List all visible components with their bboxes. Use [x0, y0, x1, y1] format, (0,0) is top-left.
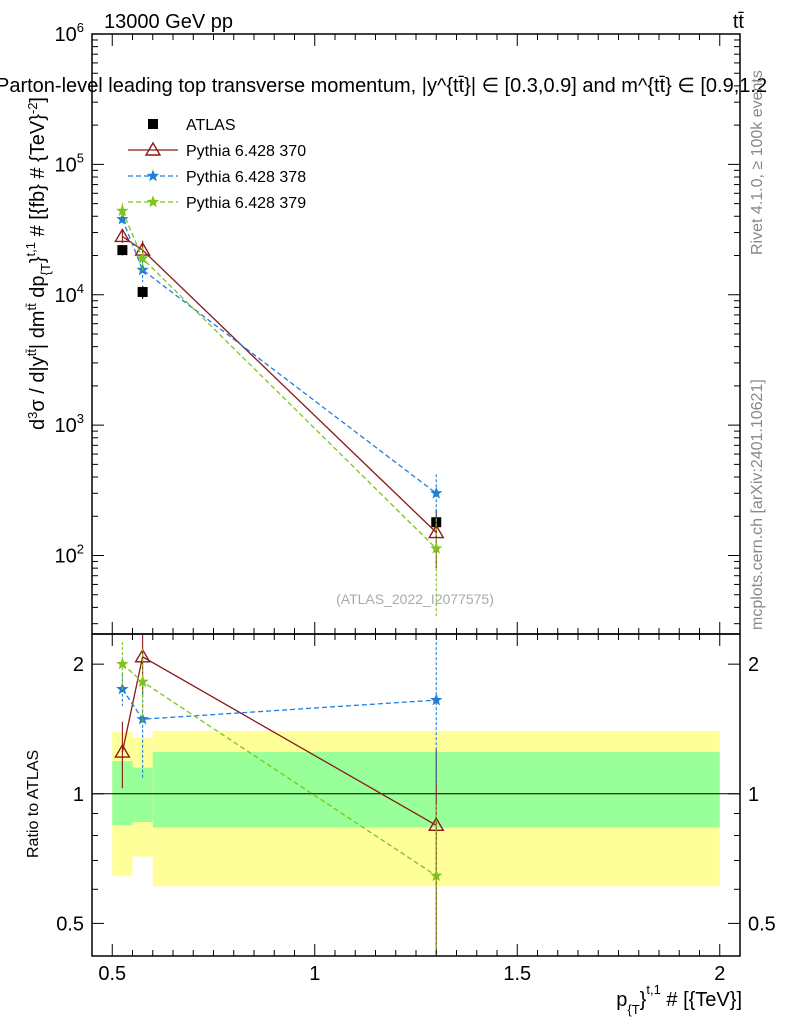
main-point-pythia-6-428-379	[430, 542, 443, 554]
legend-marker-atlas	[148, 119, 158, 129]
legend-label-pythia-6-428-379: Pythia 6.428 379	[186, 195, 306, 212]
ratio-series-layer	[114, 634, 445, 956]
main-y-tick-label: 106	[55, 20, 84, 46]
legend-marker-pythia-6-428-370	[144, 141, 162, 156]
ratio-point-pythia-6-428-379	[136, 675, 149, 688]
main-point-atlas	[137, 286, 148, 297]
ratio-y-axis-title: Ratio to ATLAS	[25, 750, 42, 858]
main-y-tick-label: 102	[55, 542, 84, 568]
x-tick-label: 1	[309, 963, 320, 985]
ratio-point-pythia-6-428-379	[430, 869, 443, 881]
ratio-y-tick-label: 0.5	[56, 913, 84, 935]
process-label: tt̄	[733, 11, 745, 33]
main-point-pythia-6-428-370	[114, 228, 131, 243]
ratio-y-tick-label-right: 1	[748, 784, 759, 806]
x-tick-label: 2	[714, 963, 725, 985]
x-tick-label: 1.5	[503, 963, 531, 985]
main-series-layer	[114, 203, 445, 619]
energy-label: 13000 GeV pp	[104, 11, 233, 33]
main-y-axis-title: d3σ / d|ytt̄| dmtt̄ dp{T}t,1 # [{fb} # {…	[23, 97, 53, 430]
main-point-pythia-6-428-378	[430, 486, 443, 499]
main-point-pythia-6-428-379	[136, 251, 149, 264]
main-line-pythia-6-428-378	[121, 218, 437, 494]
main-point-atlas	[117, 245, 128, 256]
mcplots-label: mcplots.cern.ch [arXiv:2401.10621]	[749, 379, 766, 630]
ratio-y-tick-label-right: 2	[748, 654, 759, 676]
main-point-pythia-6-428-379	[116, 204, 129, 217]
ratio-y-tick-label: 1	[73, 784, 84, 806]
ratio-point-pythia-6-428-370	[114, 743, 131, 758]
main-y-tick-label: 103	[55, 411, 84, 437]
x-axis-title: p{T}t,1 # [{TeV}]	[616, 982, 742, 1017]
legend-marker-pythia-6-428-378	[146, 169, 160, 182]
axes-layer: 102 103 104 105 106 0.5 1 1.5 2 0.5 0.5 1 1 2 2	[55, 20, 776, 985]
plot-title: Parton-level leading top transverse mome…	[0, 75, 767, 97]
rivet-label: Rivet 4.1.0, ≥ 100k events	[749, 70, 766, 255]
legend-label-pythia-6-428-370: Pythia 6.428 370	[186, 143, 306, 160]
legend-label-atlas: ATLAS	[186, 117, 236, 134]
band-inner-0	[112, 761, 133, 826]
legend: ATLAS Pythia 6.428 370 Pythia 6.428 378 Pyt…	[128, 117, 306, 212]
ratio-point-pythia-6-428-378	[430, 693, 443, 706]
x-tick-label: 0.5	[98, 963, 126, 985]
main-point-pythia-6-428-370	[428, 524, 445, 539]
band-inner-1	[132, 767, 153, 822]
ratio-y-tick-label: 2	[73, 654, 84, 676]
ratio-point-pythia-6-428-379	[116, 657, 129, 670]
ratio-y-tick-label-right: 0.5	[748, 913, 776, 935]
legend-marker-pythia-6-428-379	[146, 195, 160, 208]
main-line-pythia-6-428-379	[121, 210, 437, 550]
main-point-pythia-6-428-378	[116, 212, 129, 225]
main-y-tick-label: 105	[55, 150, 84, 176]
main-y-tick-label: 104	[55, 281, 84, 307]
legend-label-pythia-6-428-378: Pythia 6.428 378	[186, 169, 306, 186]
analysis-watermark: (ATLAS_2022_I2077575)	[336, 591, 494, 607]
ratio-line-pythia-6-428-378	[121, 688, 437, 720]
ratio-point-pythia-6-428-378	[136, 712, 149, 725]
main-line-pythia-6-428-370	[122, 235, 437, 533]
